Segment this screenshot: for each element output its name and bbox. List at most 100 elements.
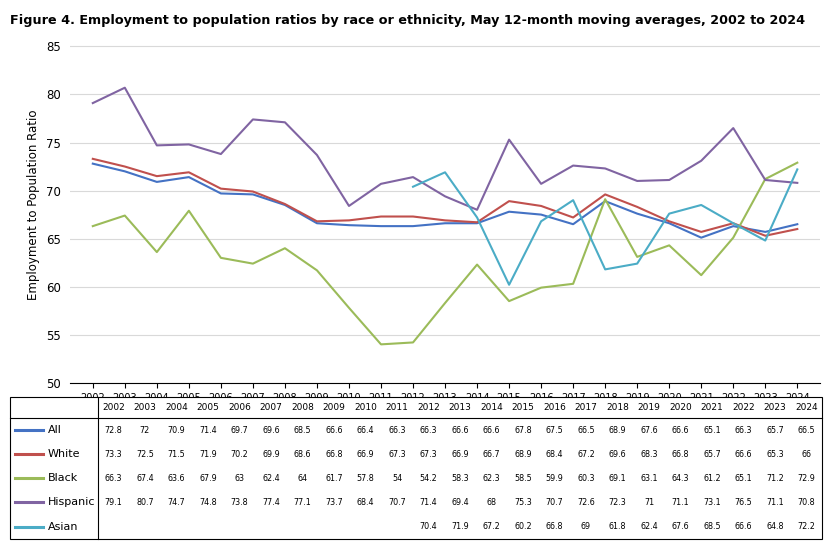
Text: 66.3: 66.3 (104, 474, 122, 483)
Text: 67.6: 67.6 (671, 522, 688, 531)
Text: 76.5: 76.5 (734, 498, 752, 507)
Text: 66.9: 66.9 (451, 450, 468, 459)
Text: 65.7: 65.7 (702, 450, 720, 459)
Text: 69.6: 69.6 (262, 426, 280, 434)
Text: 65.3: 65.3 (765, 450, 783, 459)
Text: 66.9: 66.9 (356, 450, 374, 459)
Text: 61.7: 61.7 (325, 474, 342, 483)
Text: 72.3: 72.3 (608, 498, 625, 507)
Text: 66.5: 66.5 (576, 426, 594, 434)
Text: 65.1: 65.1 (734, 474, 752, 483)
Text: 67.3: 67.3 (419, 450, 437, 459)
Text: 67.8: 67.8 (514, 426, 531, 434)
Text: 73.7: 73.7 (325, 498, 342, 507)
Text: 59.9: 59.9 (545, 474, 562, 483)
Text: 2007: 2007 (259, 403, 282, 412)
Text: 68.9: 68.9 (608, 426, 625, 434)
Text: 70.8: 70.8 (796, 498, 815, 507)
Text: Hispanic: Hispanic (48, 497, 95, 508)
Text: 72.8: 72.8 (104, 426, 122, 434)
Text: 68.3: 68.3 (639, 450, 657, 459)
Text: 65.7: 65.7 (765, 426, 783, 434)
Text: 2024: 2024 (794, 403, 817, 412)
Text: 71: 71 (643, 498, 653, 507)
Text: 64.8: 64.8 (765, 522, 783, 531)
Text: 65.1: 65.1 (702, 426, 719, 434)
Text: 72: 72 (140, 426, 150, 434)
Text: 79.1: 79.1 (104, 498, 122, 507)
Text: 72.5: 72.5 (136, 450, 154, 459)
Text: All: All (48, 425, 62, 435)
Text: 62.4: 62.4 (639, 522, 657, 531)
Text: 66.5: 66.5 (796, 426, 815, 434)
Text: 73.3: 73.3 (104, 450, 122, 459)
Text: 66.3: 66.3 (419, 426, 437, 434)
Text: 57.8: 57.8 (356, 474, 374, 483)
Text: 2012: 2012 (417, 403, 439, 412)
Text: 69.4: 69.4 (451, 498, 468, 507)
Text: 66.6: 66.6 (325, 426, 342, 434)
Text: 68.5: 68.5 (702, 522, 719, 531)
Y-axis label: Employment to Population Ratio: Employment to Population Ratio (27, 110, 41, 300)
Text: 2009: 2009 (323, 403, 345, 412)
Text: 2020: 2020 (668, 403, 691, 412)
Text: 2018: 2018 (605, 403, 629, 412)
Text: 2014: 2014 (480, 403, 502, 412)
Text: 73.8: 73.8 (231, 498, 248, 507)
Text: 70.7: 70.7 (545, 498, 562, 507)
Text: 70.7: 70.7 (388, 498, 405, 507)
Text: 64: 64 (297, 474, 307, 483)
Text: 2019: 2019 (637, 403, 660, 412)
Text: 71.9: 71.9 (198, 450, 217, 459)
Text: 71.9: 71.9 (451, 522, 468, 531)
Text: 66.4: 66.4 (356, 426, 374, 434)
Text: 74.8: 74.8 (199, 498, 217, 507)
Text: 2003: 2003 (133, 403, 156, 412)
Text: 68.4: 68.4 (545, 450, 562, 459)
Text: 54.2: 54.2 (419, 474, 437, 483)
Text: 72.9: 72.9 (796, 474, 815, 483)
Text: 2013: 2013 (448, 403, 471, 412)
Text: 68.4: 68.4 (356, 498, 374, 507)
Text: 2010: 2010 (354, 403, 376, 412)
Text: 2008: 2008 (290, 403, 313, 412)
Text: 67.6: 67.6 (639, 426, 657, 434)
Text: 66.3: 66.3 (388, 426, 405, 434)
Text: 66.6: 66.6 (734, 450, 751, 459)
Text: 58.3: 58.3 (451, 474, 468, 483)
Text: 71.2: 71.2 (765, 474, 783, 483)
Text: 58.5: 58.5 (514, 474, 531, 483)
Text: 69.9: 69.9 (262, 450, 280, 459)
Text: 75.3: 75.3 (514, 498, 531, 507)
Text: 69.7: 69.7 (230, 426, 248, 434)
Text: 68.5: 68.5 (294, 426, 311, 434)
Text: 66.8: 66.8 (325, 450, 342, 459)
Text: 54: 54 (391, 474, 402, 483)
Text: 67.9: 67.9 (198, 474, 217, 483)
Text: 74.7: 74.7 (167, 498, 185, 507)
Text: 2015: 2015 (511, 403, 533, 412)
Text: 63.6: 63.6 (168, 474, 185, 483)
Text: 2021: 2021 (700, 403, 723, 412)
Text: 69.6: 69.6 (608, 450, 625, 459)
Text: 2011: 2011 (385, 403, 408, 412)
Text: 2004: 2004 (165, 403, 188, 412)
Text: 71.1: 71.1 (671, 498, 688, 507)
Text: 70.4: 70.4 (419, 522, 437, 531)
Text: 68: 68 (486, 498, 496, 507)
Text: 66.6: 66.6 (671, 426, 688, 434)
Text: 66.3: 66.3 (734, 426, 751, 434)
Text: 70.9: 70.9 (167, 426, 185, 434)
Text: 2023: 2023 (762, 403, 786, 412)
Text: 69.1: 69.1 (608, 474, 625, 483)
Text: 70.2: 70.2 (230, 450, 248, 459)
Text: 67.4: 67.4 (136, 474, 154, 483)
Text: 2005: 2005 (196, 403, 219, 412)
Text: 71.5: 71.5 (167, 450, 185, 459)
Text: 66.6: 66.6 (482, 426, 500, 434)
Text: 2006: 2006 (227, 403, 251, 412)
Text: 2017: 2017 (574, 403, 596, 412)
Text: 64.3: 64.3 (671, 474, 688, 483)
Text: Asian: Asian (48, 522, 79, 532)
Text: 66: 66 (801, 450, 810, 459)
